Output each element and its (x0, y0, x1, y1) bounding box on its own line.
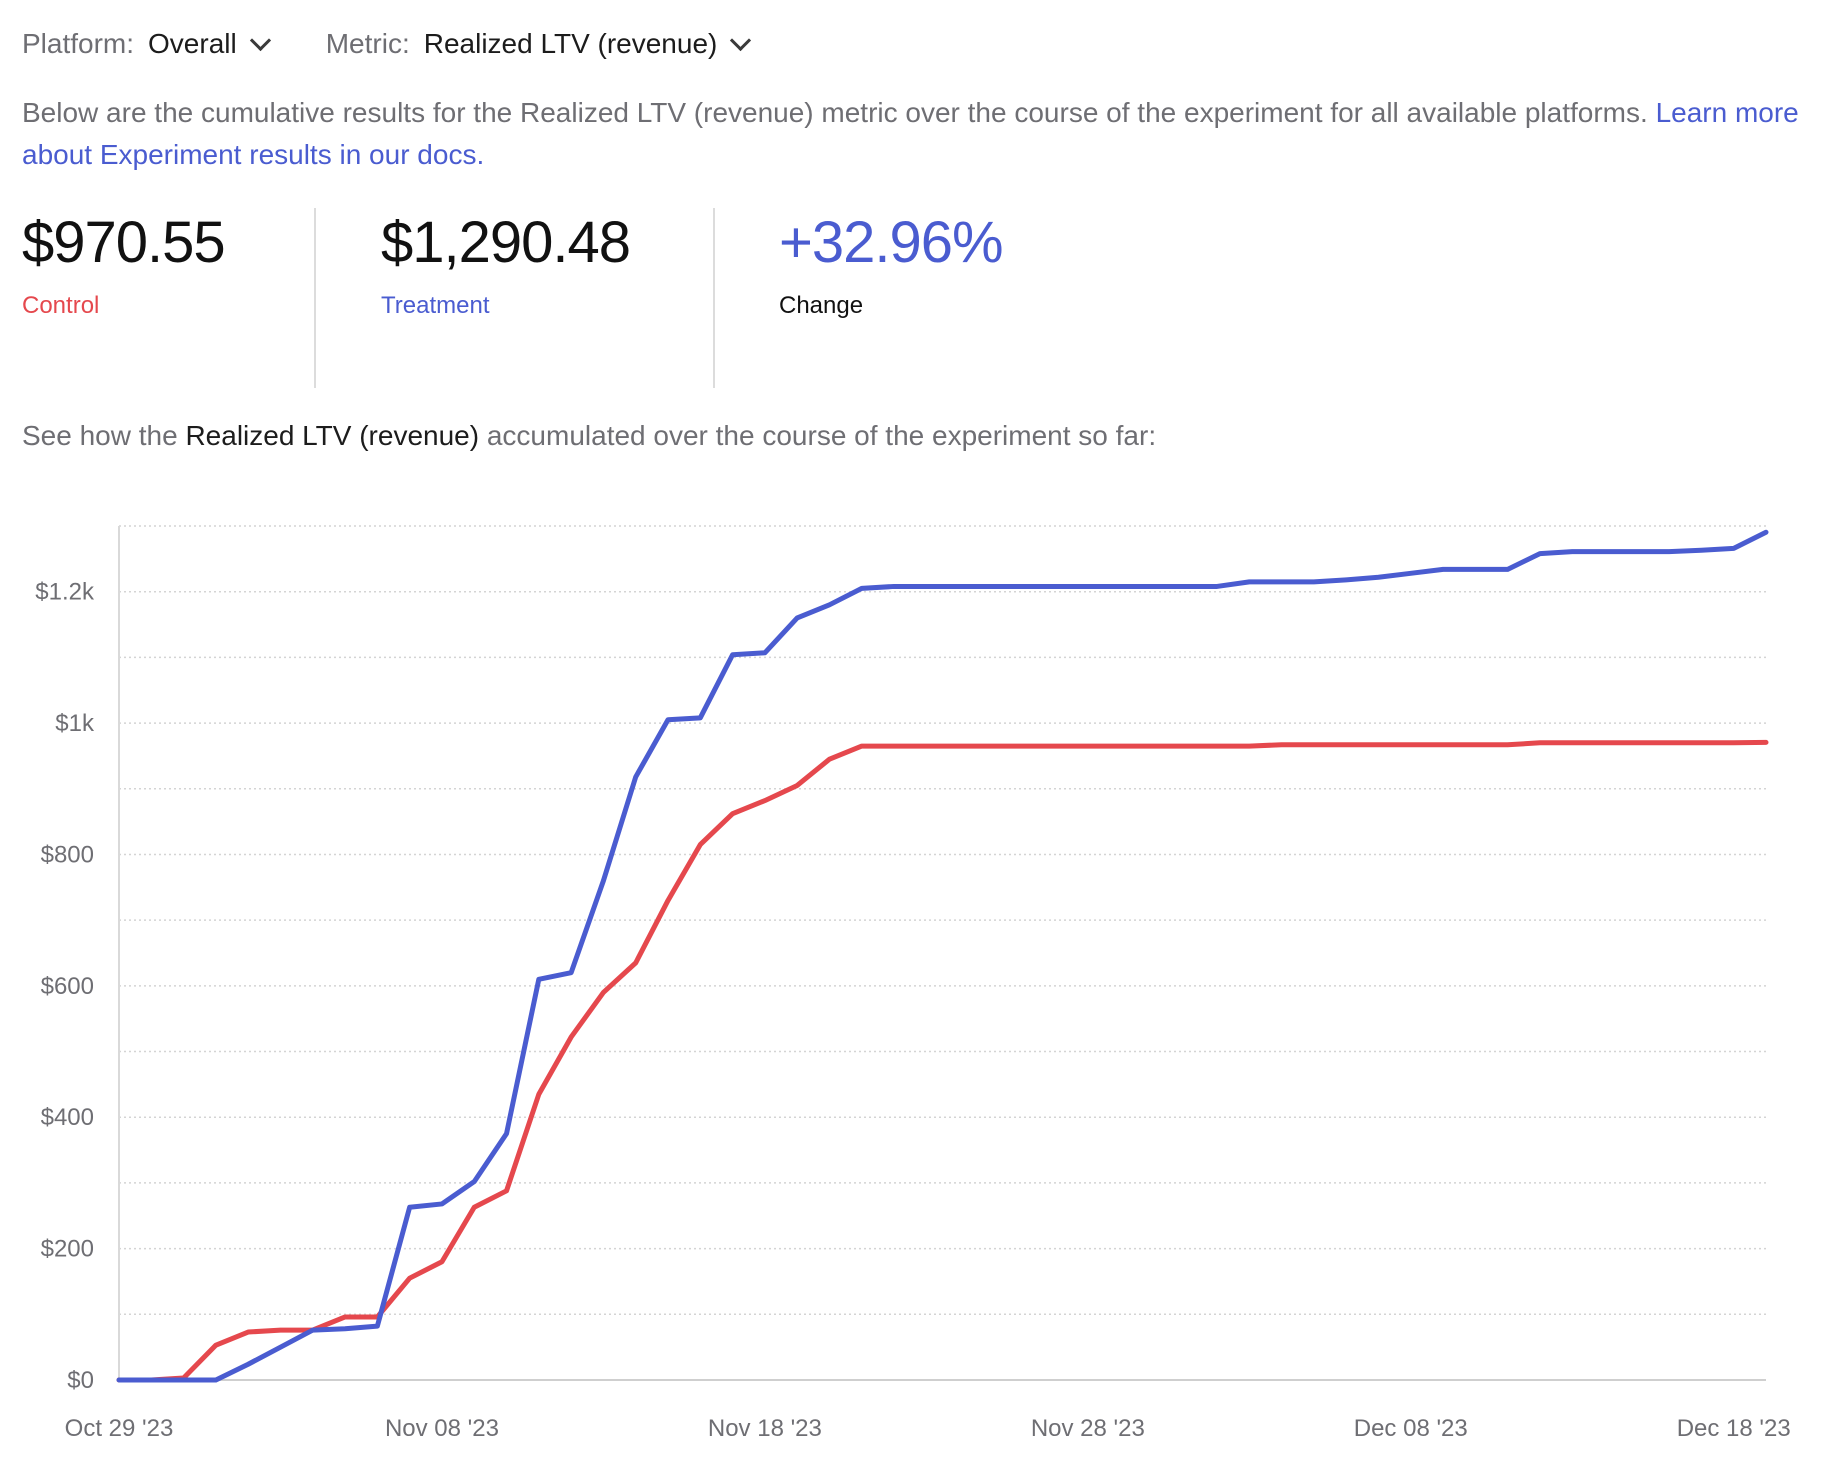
x-tick-label: Oct 29 '23 (65, 1415, 174, 1442)
treatment-value: $1,290.48 (381, 210, 631, 275)
chart-intro: See how the Realized LTV (revenue) accum… (22, 420, 1156, 452)
chart-intro-metric: Realized LTV (revenue) (185, 420, 480, 451)
stat-divider (713, 208, 715, 388)
y-tick-label: $0 (67, 1367, 94, 1394)
chart-intro-suffix: accumulated over the course of the exper… (486, 420, 1157, 451)
treatment-label: Treatment (381, 292, 490, 319)
x-tick-label: Nov 08 '23 (385, 1415, 499, 1442)
stats-row: $970.55 Control $1,290.48 Treatment +32.… (0, 208, 1836, 388)
metric-value: Realized LTV (revenue) (423, 28, 718, 59)
control-value: $970.55 (22, 210, 226, 275)
x-tick-label: Dec 18 '23 (1677, 1415, 1791, 1442)
change-value: +32.96% (779, 210, 1004, 275)
treatment-stat: $1,290.48 Treatment (381, 208, 631, 320)
metric-label: Metric: (325, 28, 410, 59)
y-tick-label: $400 (41, 1104, 94, 1131)
platform-value: Overall (148, 28, 237, 59)
results-description: Below are the cumulative results for the… (22, 92, 1822, 176)
chevron-down-icon (730, 29, 752, 51)
y-tick-label: $800 (41, 841, 94, 868)
y-tick-label: $600 (41, 973, 94, 1000)
chevron-down-icon (249, 29, 271, 51)
y-tick-label: $1k (55, 710, 95, 737)
docs-link[interactable]: Learn more about Experiment results in o… (22, 97, 1799, 170)
change-stat: +32.96% Change (779, 208, 1004, 320)
platform-label: Platform: (22, 28, 135, 59)
platform-dropdown[interactable]: Platform: Overall (22, 28, 271, 60)
control-stat: $970.55 Control (22, 208, 226, 320)
cumulative-ltv-chart: $0 $200 $400 $600 $800 $1k $1.2k Oct 29 '23 Nov … (35, 525, 1791, 1442)
y-tick-label: $200 (41, 1236, 94, 1263)
series-line-treatment (116, 529, 1769, 1383)
x-tick-label: Nov 18 '23 (708, 1415, 822, 1442)
change-label: Change (779, 292, 864, 319)
series-line-control (116, 739, 1769, 1383)
stat-divider (314, 208, 316, 388)
chart-intro-prefix: See how the (22, 420, 178, 451)
description-text: Below are the cumulative results for the… (22, 97, 1648, 128)
x-tick-label: Nov 28 '23 (1031, 1415, 1145, 1442)
y-tick-label: $1.2k (35, 579, 95, 606)
metric-dropdown[interactable]: Metric: Realized LTV (revenue) (325, 28, 752, 60)
filter-bar: Platform: Overall Metric: Realized LTV (… (22, 22, 806, 66)
x-tick-label: Dec 08 '23 (1354, 1415, 1468, 1442)
control-label: Control (22, 292, 100, 319)
